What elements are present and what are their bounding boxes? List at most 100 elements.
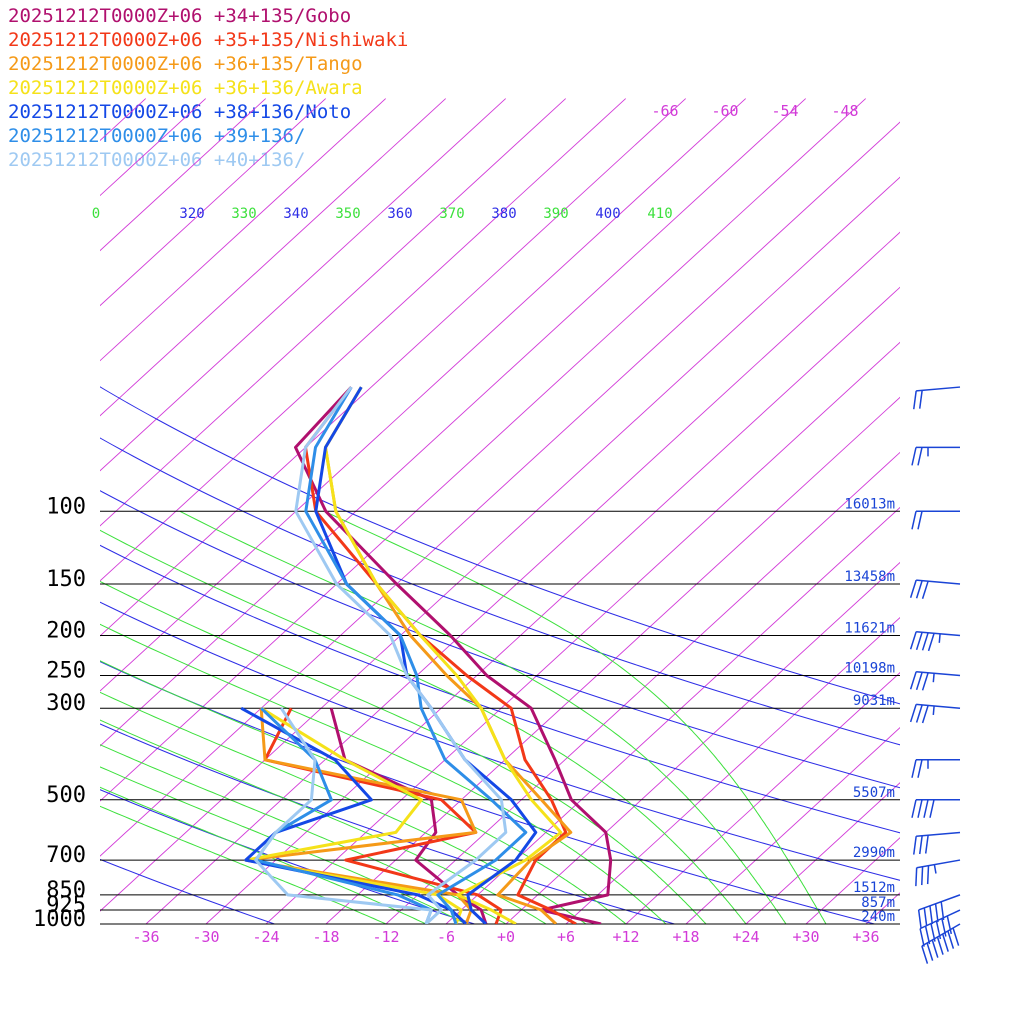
temperature-tick-label: -30 — [192, 928, 219, 946]
isotherm-line — [100, 98, 326, 307]
wind-barb-flag — [929, 799, 935, 818]
wind-barb — [911, 446, 960, 466]
height-label: 10198m — [844, 661, 895, 677]
isotherm-line — [100, 98, 266, 252]
theta-label: 380 — [491, 206, 516, 222]
isotherm-line — [100, 98, 446, 417]
isotherm-line — [986, 99, 1024, 924]
dewpoint-profile — [244, 708, 478, 924]
wind-barb-flag — [941, 918, 947, 937]
wind-barb-flag — [926, 942, 934, 961]
dry-adiabat — [100, 386, 900, 705]
dewpoint-profile — [254, 707, 433, 924]
dry-adiabat — [100, 723, 675, 924]
wind-barb-flag — [946, 915, 953, 935]
wind-barb — [911, 799, 960, 818]
isotherm-line — [565, 616, 900, 924]
pressure-label: 200 — [46, 619, 86, 644]
pressure-label: 250 — [46, 659, 86, 684]
wind-barb-flag — [921, 945, 929, 964]
temperature-tick-label: +0 — [497, 928, 515, 946]
temperature-tick-label: -18 — [312, 928, 339, 946]
wind-barb-flag — [918, 390, 923, 409]
wind-barb-flag — [923, 907, 928, 927]
height-label: 16013m — [844, 496, 895, 512]
temperature-tick-label: +12 — [612, 928, 639, 946]
wind-barb-half-flag — [932, 673, 935, 683]
isotherm-line — [0, 99, 26, 924]
pressure-label: 850 — [46, 878, 86, 903]
temperature-profile — [304, 386, 528, 924]
wind-barb-flag — [935, 920, 942, 940]
dry-adiabat — [100, 601, 900, 881]
temperature-tick-label: -36 — [132, 928, 159, 946]
wind-barb-flag — [909, 579, 917, 598]
wind-barb-half-flag — [932, 705, 935, 715]
wind-barb-flag — [921, 866, 924, 886]
dry-adiabat — [100, 661, 875, 924]
wind-barb-shaft — [916, 703, 961, 709]
wind-barb-flag — [921, 705, 929, 724]
temperature-tick-label: -12 — [372, 928, 399, 946]
wind-barb-half-flag — [933, 864, 937, 874]
dry-adiabat — [100, 544, 900, 834]
wind-barb-flag — [911, 759, 917, 778]
theta-label: 360 — [387, 206, 412, 222]
temperature-profile — [294, 386, 508, 924]
legend-entry: 20251212T0000Z+06 +40+136/ — [8, 149, 306, 171]
temperature-tick-label: +36 — [852, 928, 879, 946]
wind-barb-shaft — [916, 579, 961, 585]
upper-isotherm-label: -48 — [831, 102, 858, 120]
wind-barb-flag — [917, 511, 923, 530]
pressure-label: 925 — [46, 893, 86, 918]
wind-barb-flag — [921, 672, 929, 691]
legend-entry: 20251212T0000Z+06 +34+135/Gobo — [8, 5, 352, 27]
wind-barb — [909, 630, 961, 652]
wind-barb — [917, 894, 961, 929]
height-label: 5507m — [853, 785, 895, 801]
height-label: 240m — [861, 909, 895, 925]
pressure-label: 500 — [46, 783, 86, 808]
moist-adiabat — [100, 529, 747, 924]
wind-barb — [913, 386, 961, 410]
theta-label: 350 — [335, 206, 360, 222]
height-label: 13458m — [844, 569, 895, 585]
dry-adiabat — [100, 437, 900, 746]
theta-label: 320 — [179, 206, 204, 222]
wind-barb — [913, 831, 961, 855]
pressure-label: 100 — [46, 494, 86, 519]
temperature-tick-label: -24 — [252, 928, 279, 946]
wind-barbs — [909, 386, 961, 964]
temperature-profile — [324, 386, 563, 924]
wind-barb-shaft — [916, 670, 961, 677]
theta-label: 0 — [92, 206, 100, 222]
wind-barb-flag — [909, 704, 917, 723]
wind-barb-flag — [924, 835, 929, 854]
temperature-tick-label: +30 — [792, 928, 819, 946]
wind-barb-flag — [923, 799, 929, 818]
isotherm-line — [505, 561, 900, 924]
wind-barb — [909, 670, 961, 691]
height-label: 11621m — [844, 621, 895, 637]
height-label: 857m — [861, 895, 895, 911]
wind-barb-flag — [915, 671, 923, 691]
height-label: 2990m — [853, 845, 895, 861]
wind-barb-shaft — [916, 386, 961, 392]
wind-barb-flag — [911, 799, 917, 818]
legend-entry: 20251212T0000Z+06 +36+135/Tango — [8, 53, 363, 75]
wind-barb-flag — [941, 933, 949, 952]
wind-barb-flag — [940, 901, 945, 921]
wind-barb-flag — [913, 836, 917, 855]
pressure-label: 300 — [46, 691, 86, 716]
wind-barb-flag — [930, 923, 936, 942]
theta-label: 330 — [231, 206, 256, 222]
wind-barb — [915, 859, 961, 887]
wind-barb-flag — [936, 936, 944, 955]
wind-barb-flag — [911, 447, 917, 466]
wind-barb-flag — [931, 939, 939, 958]
moist-adiabat-lines — [100, 510, 827, 924]
legend-entry: 20251212T0000Z+06 +35+135/Nishiwaki — [8, 29, 409, 51]
pressure-label: 700 — [46, 843, 86, 868]
wind-barb-flag — [909, 671, 917, 690]
